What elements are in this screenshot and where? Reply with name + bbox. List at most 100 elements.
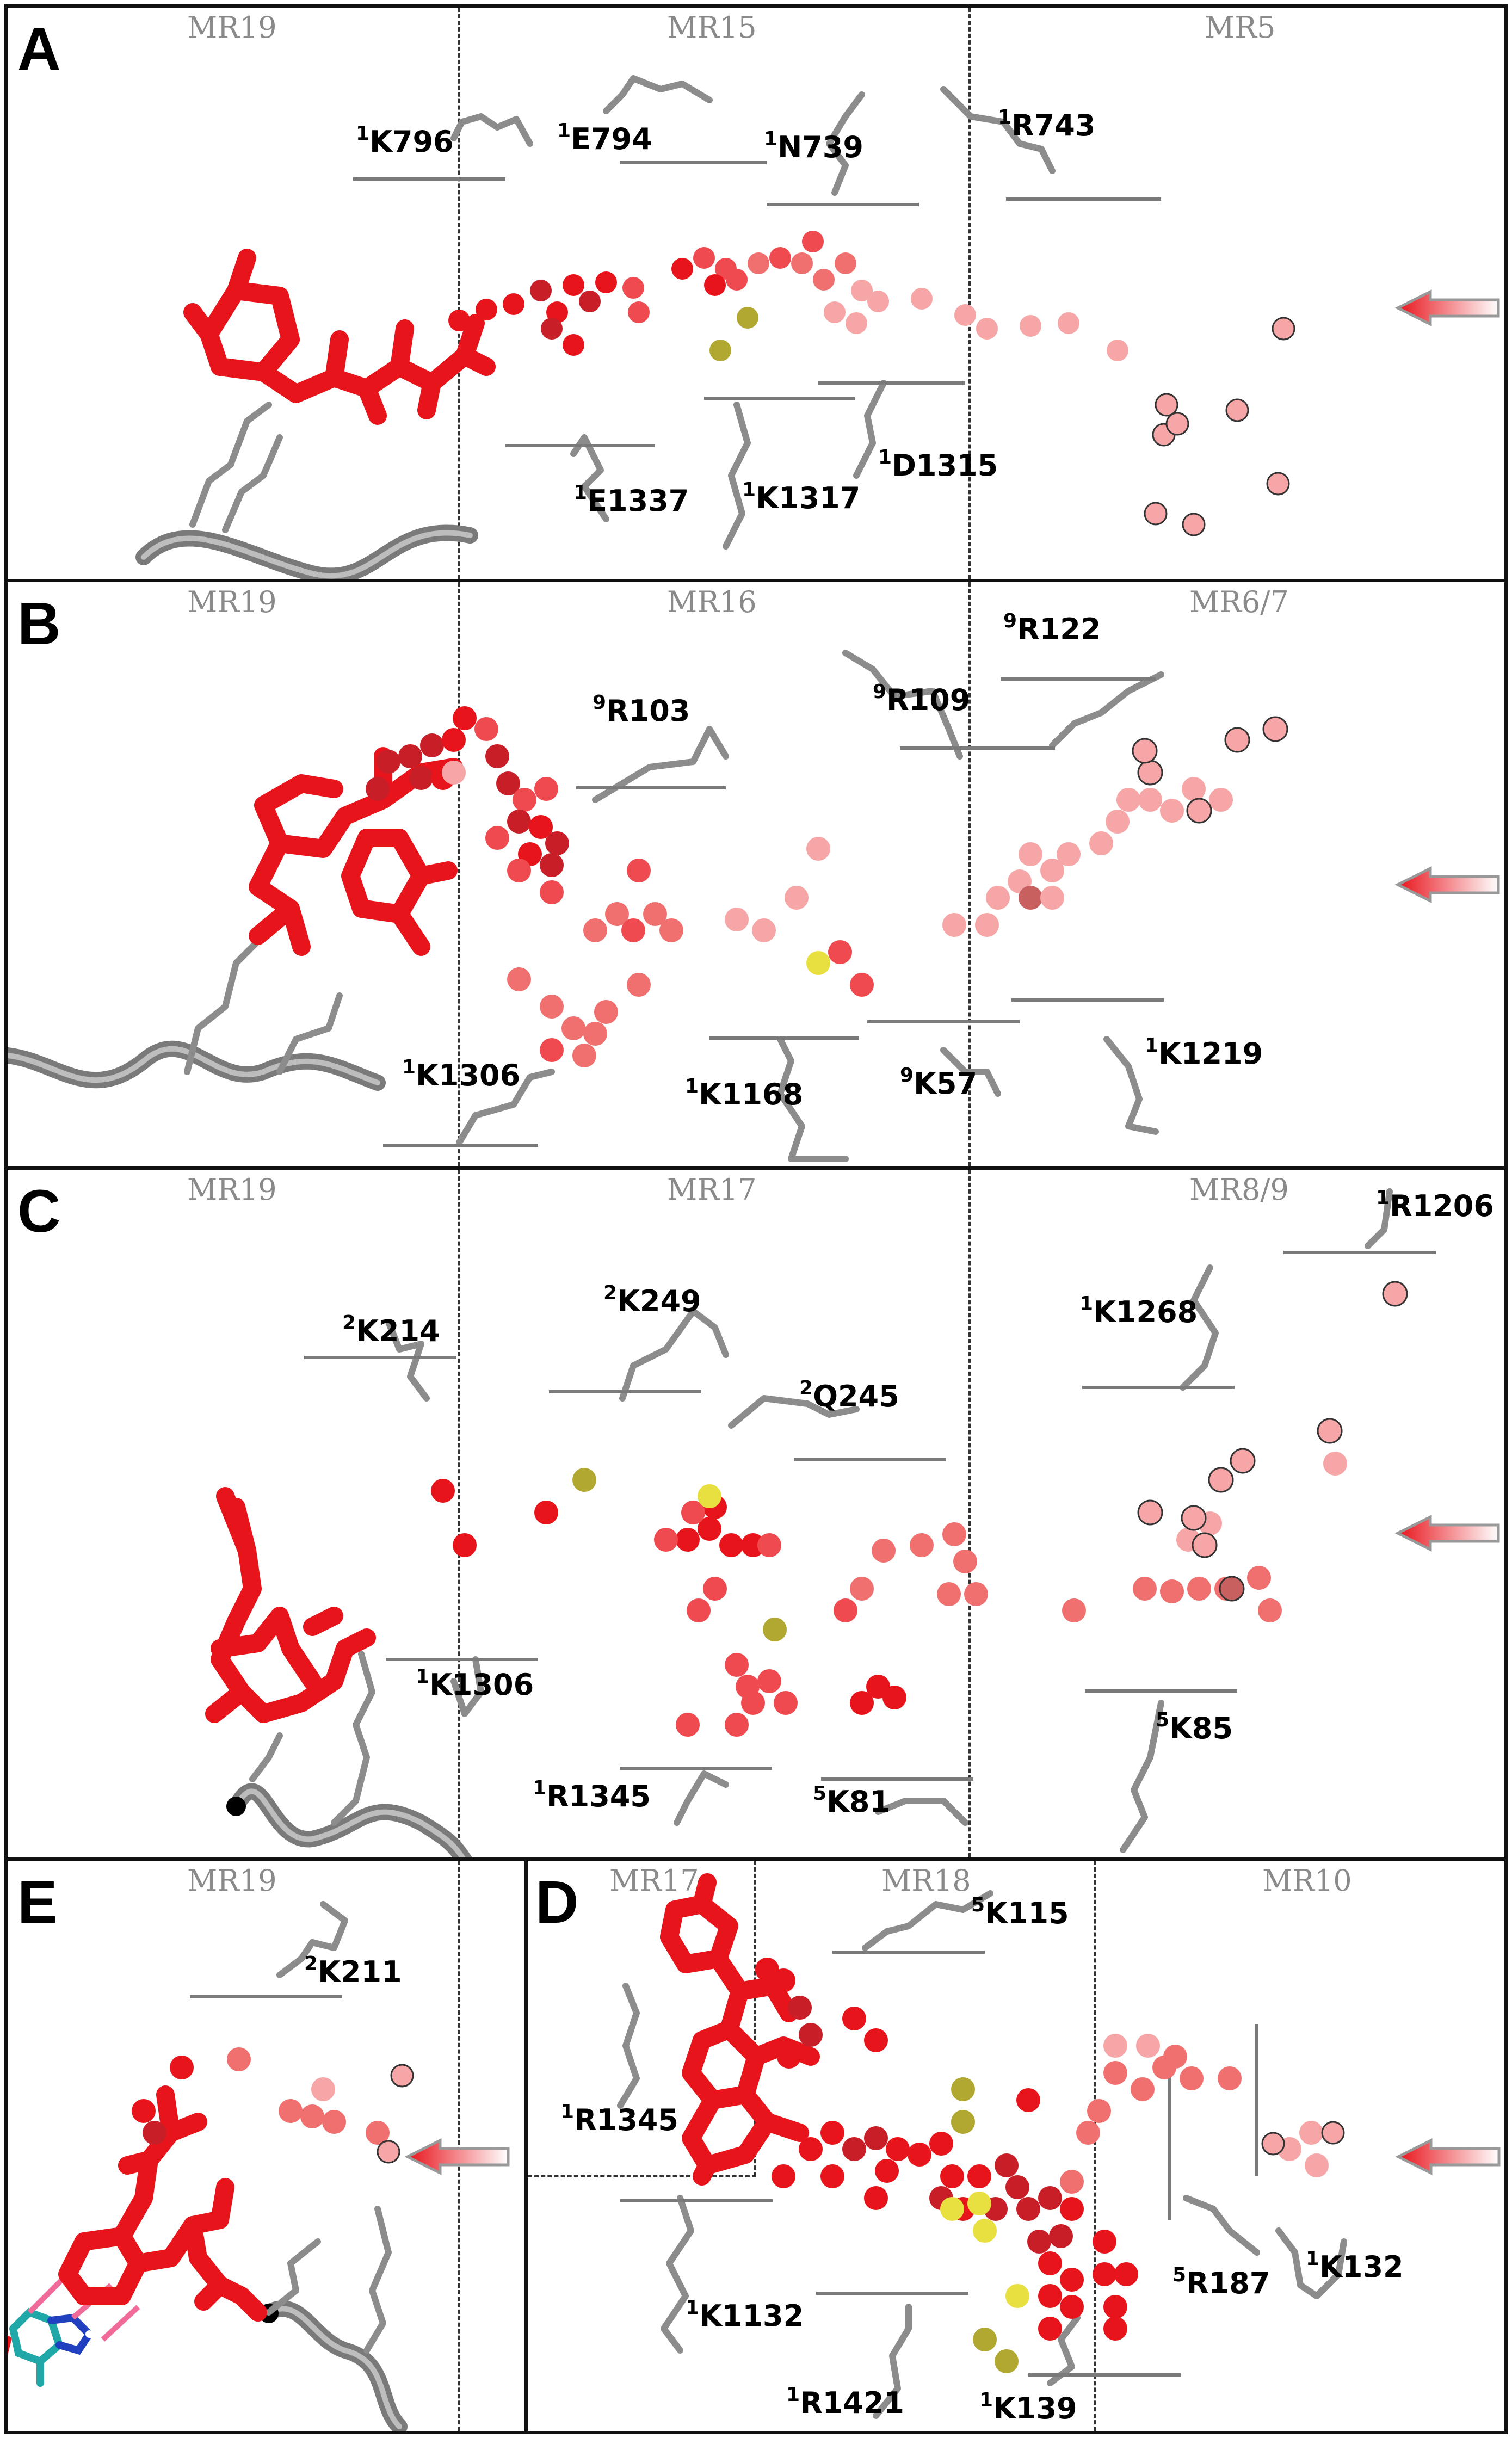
panel-letter: D bbox=[535, 1869, 579, 1936]
region-divider bbox=[528, 2175, 756, 2177]
region-label: MR5 bbox=[1205, 10, 1276, 45]
region-label: MR10 bbox=[1262, 1863, 1352, 1898]
trajectory-points-outlined bbox=[1144, 317, 1295, 536]
region-label: MR8/9 bbox=[1189, 1172, 1289, 1207]
region-label: MR18 bbox=[881, 1863, 971, 1898]
panel-d: D MR17 MR18 MR10 bbox=[524, 1857, 1508, 2434]
residue-label: 2K214 bbox=[342, 1312, 440, 1348]
residue-baselines bbox=[383, 677, 1164, 1147]
residue-label: 1D1315 bbox=[878, 446, 998, 483]
red-gradient-arrow-icon bbox=[1395, 2138, 1501, 2176]
trajectory-points-outlined bbox=[1261, 2121, 1345, 2156]
protein-sidechains bbox=[249, 1188, 1393, 1853]
residue-label: 5K115 bbox=[971, 1894, 1069, 1930]
residue-label: 1K796 bbox=[356, 122, 454, 159]
panel-letter: C bbox=[17, 1178, 61, 1245]
region-divider bbox=[968, 1170, 971, 1857]
panel-a: A MR19 MR15 MR5 bbox=[4, 4, 1508, 582]
residue-label: 9R103 bbox=[593, 692, 690, 728]
ligand-sticks bbox=[660, 1873, 820, 2186]
panel-b: B MR19 MR16 MR6/7 bbox=[4, 579, 1508, 1170]
backbone-terminus bbox=[226, 1797, 246, 1816]
residue-label: 1K1219 bbox=[1145, 1034, 1263, 1071]
region-label: MR19 bbox=[187, 1172, 277, 1207]
region-divider bbox=[458, 8, 460, 579]
trajectory-points bbox=[366, 706, 1233, 1067]
panel-letter: E bbox=[17, 1869, 58, 1936]
region-label: MR19 bbox=[187, 1863, 277, 1898]
residue-label: 2Q245 bbox=[799, 1377, 899, 1414]
ligand-sticks bbox=[58, 2085, 267, 2322]
protein-sidechains bbox=[184, 650, 1164, 1162]
residue-label: 2K249 bbox=[603, 1282, 701, 1318]
residue-label: 1R1421 bbox=[786, 2384, 904, 2420]
residue-label: 5R187 bbox=[1172, 2264, 1270, 2300]
structure-scene bbox=[205, 1188, 1500, 1857]
residue-label: 1K1317 bbox=[742, 479, 861, 515]
residue-label: 2K211 bbox=[304, 1953, 402, 1989]
red-gradient-arrow-icon bbox=[1394, 866, 1500, 904]
residue-label: 1K1168 bbox=[685, 1075, 804, 1112]
residue-label: 1K1132 bbox=[686, 2297, 804, 2333]
panel-e: E MR19 bbox=[4, 1857, 528, 2434]
residue-label: 1K1306 bbox=[416, 1665, 534, 1702]
residue-label: 1R1345 bbox=[560, 2101, 678, 2137]
panel-letter: A bbox=[17, 16, 61, 83]
residue-label: 1R743 bbox=[998, 106, 1096, 143]
protein-backbone-shade bbox=[266, 2306, 402, 2429]
residue-label: 5K85 bbox=[1156, 1709, 1233, 1745]
region-divider bbox=[754, 1861, 756, 2176]
residue-label: 9R109 bbox=[873, 681, 971, 717]
region-label: MR15 bbox=[667, 10, 757, 45]
residue-label: 1N739 bbox=[764, 128, 863, 164]
structure-scene bbox=[8, 1901, 510, 2431]
region-divider bbox=[968, 582, 971, 1166]
nucleobase-sticks bbox=[8, 2307, 112, 2387]
protein-sidechains bbox=[189, 75, 1056, 550]
residue-label: 1E1337 bbox=[573, 482, 689, 518]
panel-letter: B bbox=[17, 590, 61, 657]
ligand-sticks bbox=[183, 249, 496, 425]
residue-baselines bbox=[620, 1951, 1258, 2377]
residue-label: 9K57 bbox=[900, 1064, 978, 1101]
residue-label: 1E794 bbox=[557, 120, 652, 156]
trajectory-points-outlined bbox=[1132, 716, 1288, 824]
region-divider bbox=[458, 1861, 460, 2431]
residue-label: 1K1306 bbox=[402, 1056, 521, 1093]
residue-baselines bbox=[353, 161, 1161, 447]
red-gradient-arrow-icon bbox=[1394, 289, 1500, 327]
structure-scene bbox=[135, 75, 1500, 579]
residue-label: 5K81 bbox=[813, 1782, 891, 1819]
region-label: MR16 bbox=[667, 585, 757, 619]
trajectory-points bbox=[431, 1452, 1347, 1737]
trajectory-points-outlined bbox=[1137, 1281, 1408, 1602]
region-label: MR19 bbox=[187, 10, 277, 45]
region-divider bbox=[458, 1170, 460, 1857]
region-label: MR19 bbox=[187, 585, 277, 619]
protein-backbone-shade bbox=[233, 1788, 466, 1857]
residue-label: 1K1268 bbox=[1079, 1293, 1198, 1329]
residue-label: 9R122 bbox=[1003, 610, 1101, 646]
residue-baselines bbox=[304, 1251, 1436, 1781]
region-label: MR17 bbox=[609, 1863, 699, 1898]
protein-sidechains bbox=[266, 1901, 392, 2354]
region-label: MR6/7 bbox=[1189, 585, 1289, 619]
red-gradient-arrow-icon bbox=[404, 2138, 510, 2176]
panel-c: C MR19 MR17 MR8/9 bbox=[4, 1166, 1508, 1861]
residue-label: 1R1345 bbox=[533, 1777, 651, 1813]
trajectory-points-outlined bbox=[377, 2064, 414, 2164]
protein-backbone-shade bbox=[141, 530, 473, 579]
trajectory-points bbox=[448, 231, 1128, 361]
region-label: MR17 bbox=[667, 1172, 757, 1207]
region-divider bbox=[968, 8, 971, 579]
structure-scene bbox=[8, 650, 1500, 1162]
protein-backbone-shade bbox=[8, 1046, 380, 1085]
structure-scene bbox=[617, 1873, 1501, 2419]
region-divider bbox=[1094, 1861, 1096, 2431]
residue-label: 1K132 bbox=[1306, 2248, 1404, 2284]
region-divider bbox=[458, 582, 460, 1166]
ligand-sticks bbox=[205, 1487, 376, 1723]
trajectory-points bbox=[755, 1958, 1329, 2373]
trajectory-points bbox=[132, 2047, 390, 2145]
residue-label: 1K139 bbox=[979, 2389, 1077, 2425]
